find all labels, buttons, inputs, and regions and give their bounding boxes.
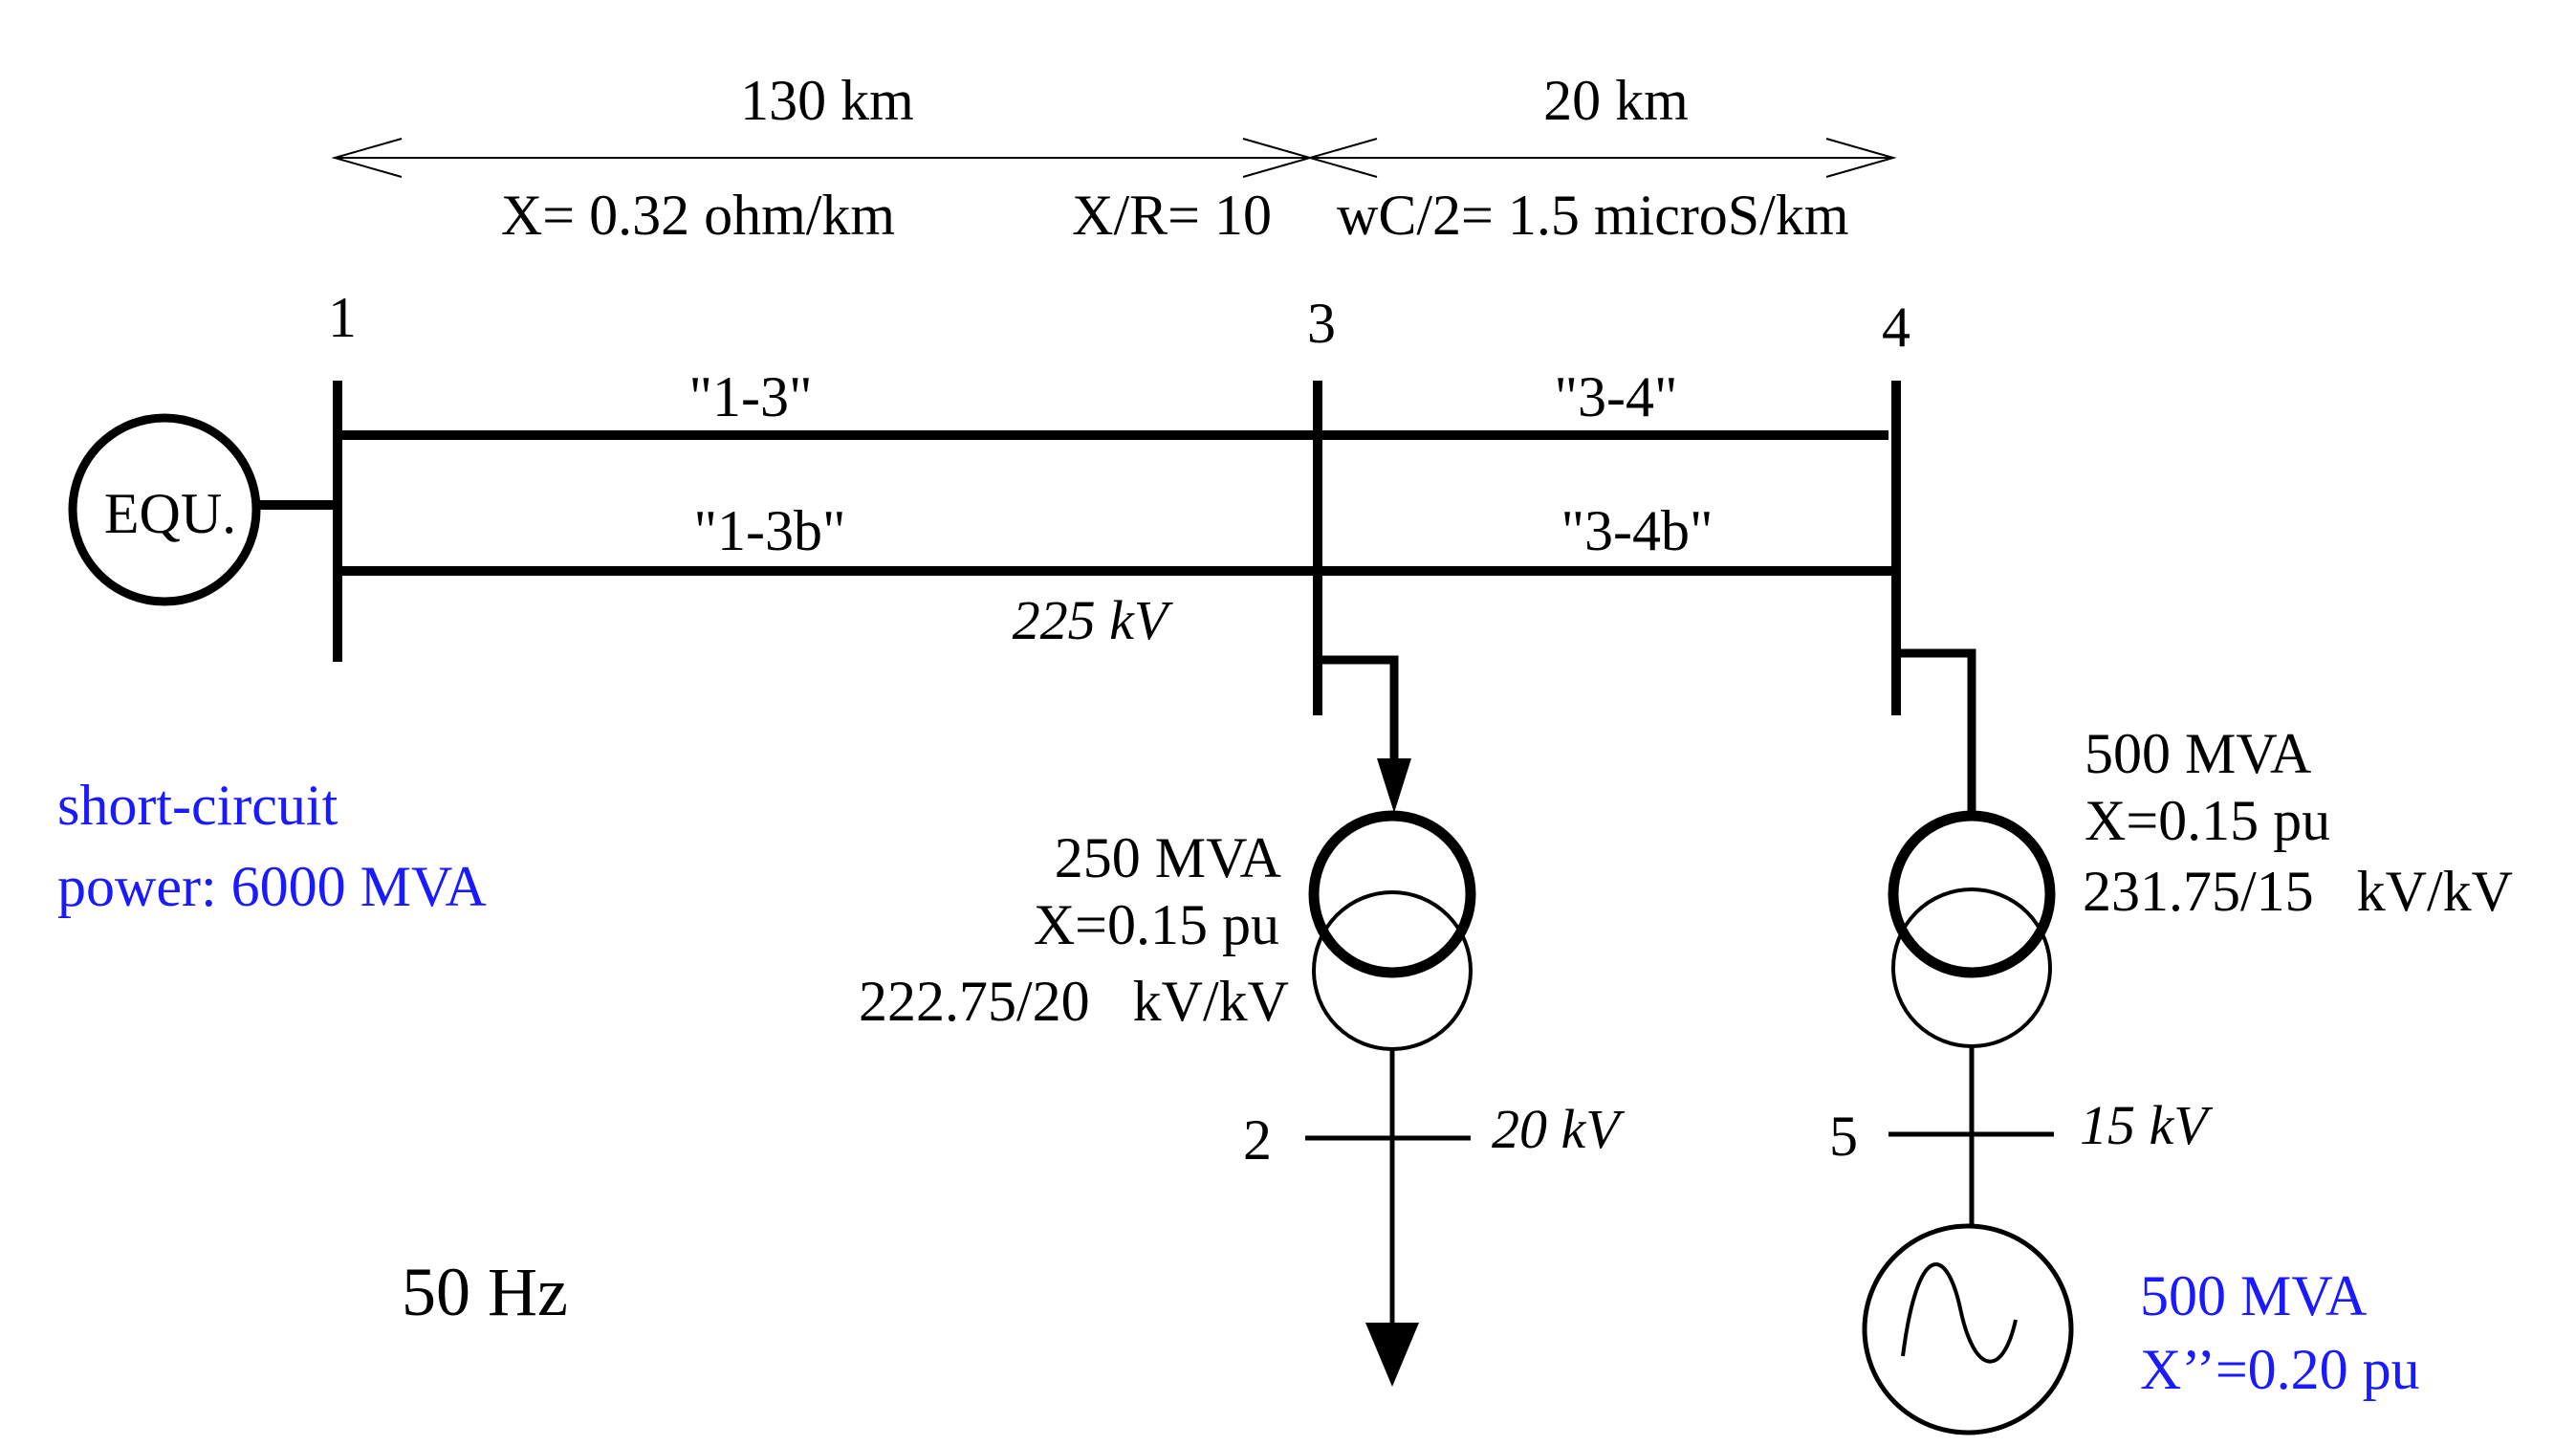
bus-3-number: 3 [1307,292,1336,355]
load-arrow-icon [1365,1323,1419,1387]
equivalent-label: EQU. [104,482,236,545]
line-1-3b-label: "1-3b" [694,499,846,562]
generator-rating: 500 MVA [2140,1264,2367,1327]
sine-wave-icon [1901,1262,2018,1364]
bus-1-number: 1 [328,286,357,349]
short-circuit-label-line1: short-circuit [57,774,338,837]
bus-3-feeder [1318,655,1399,760]
line-34-length-label: 20 km [1543,69,1689,132]
short-circuit-label-line2: power: 6000 MVA [57,855,487,918]
reactance-per-km-label: X= 0.32 ohm/km [501,184,895,247]
hv-voltage-label: 225 kV [1013,589,1174,651]
transformer-2-rating: 500 MVA [2085,722,2311,785]
transformer-2-ratio: 231.75/15 kV/kV [2083,860,2513,923]
bus-3-feeder-arrow [1377,758,1411,813]
line-13-length-label: 130 km [740,69,914,132]
transformer-2-reactance: X=0.15 pu [2085,789,2330,852]
bus-4-feeder [1896,648,1976,815]
generator-reactance: X’’=0.20 pu [2140,1338,2420,1401]
line-1-3-label: "1-3" [689,365,813,428]
transformer-1-rating: 250 MVA [1055,826,1281,889]
bus-5-voltage: 15 kV [2080,1094,2214,1156]
line-3-4b-label: "3-4b" [1561,499,1714,562]
transformer-1-primary-winding [1308,810,1476,978]
dimension-arrows [331,138,1897,178]
bus-5-number: 5 [1829,1105,1858,1168]
transformer-1-reactance: X=0.15 pu [1034,893,1279,956]
capacitance-label: wC/2= 1.5 microS/km [1337,184,1849,247]
line-3-4-label: "3-4" [1555,365,1678,428]
generator-circle [1862,1223,2074,1435]
bus-4-number: 4 [1882,296,1910,359]
bus-2-voltage: 20 kV [1492,1098,1626,1160]
frequency-label: 50 Hz [402,1254,568,1330]
bus-2-number: 2 [1243,1108,1272,1172]
xr-ratio-label: X/R= 10 [1072,184,1272,247]
transformer-1-ratio: 222.75/20 kV/kV [859,970,1289,1033]
transformer-2-primary-winding [1888,810,2056,978]
